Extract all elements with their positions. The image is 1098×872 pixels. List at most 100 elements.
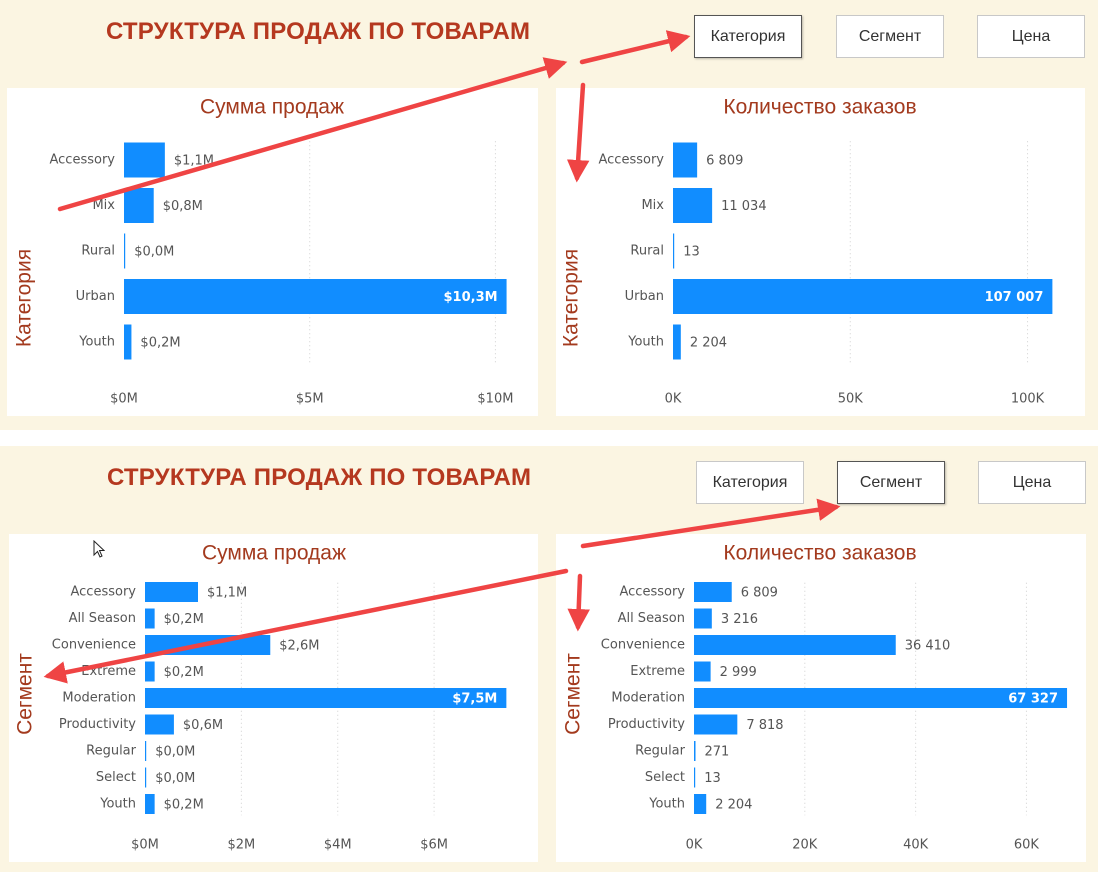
page-title: СТРУКТУРА ПРОДАЖ ПО ТОВАРАМ (106, 18, 531, 45)
bar[interactable] (694, 582, 732, 602)
x-tick-label: 20K (792, 838, 818, 853)
bar[interactable] (694, 741, 696, 761)
data-label: $0,6M (183, 718, 223, 733)
data-label: 67 327 (1008, 692, 1058, 707)
data-label: 271 (705, 745, 730, 760)
data-label: 2 204 (690, 336, 727, 351)
category-label: Youth (648, 797, 685, 812)
bar[interactable] (694, 661, 711, 682)
category-label: Moderation (62, 691, 136, 706)
x-tick-label: 0K (686, 838, 703, 853)
category-label: Moderation (611, 691, 685, 706)
category-label: Rural (630, 244, 664, 259)
bar[interactable] (145, 688, 507, 708)
category-label: Extreme (630, 664, 685, 679)
bar[interactable] (145, 794, 155, 814)
x-tick-label: 60K (1014, 838, 1040, 853)
category-label: Urban (76, 289, 115, 304)
bar[interactable] (124, 188, 154, 223)
y-axis-title: Категория (560, 249, 583, 347)
x-tick-label: 100K (1011, 392, 1045, 407)
x-tick-label: $10M (477, 392, 513, 407)
data-label: $0,2M (164, 798, 204, 813)
category-label: Convenience (601, 638, 685, 653)
bar[interactable] (673, 233, 675, 269)
bar[interactable] (673, 142, 698, 178)
x-tick-label: $4M (324, 838, 352, 853)
segment-button[interactable]: Сегмент (837, 461, 945, 504)
bar[interactable] (145, 635, 271, 655)
bar[interactable] (694, 635, 896, 655)
data-label: 2 999 (720, 665, 757, 680)
category-label: Youth (78, 335, 115, 350)
category-button[interactable]: Категория (696, 461, 804, 504)
orders-count-chart-card: Количество заказов Сегмент 0K 20K 40K 60K Acce… (556, 534, 1086, 862)
x-tick-label: $2M (227, 838, 255, 853)
sales-sum-chart-card: Сумма продаж Сегмент $0M $2M $4M $6M Accessory… (9, 534, 538, 862)
category-label: Mix (641, 198, 664, 213)
bar[interactable] (694, 608, 712, 629)
mouse-cursor-icon (93, 540, 105, 558)
segment-button[interactable]: Сегмент (836, 15, 944, 58)
bar[interactable] (124, 142, 165, 178)
chart-title: Количество заказов (723, 542, 916, 565)
x-tick-label: 40K (903, 838, 929, 853)
bar[interactable] (673, 324, 681, 360)
data-label: $10,3M (444, 290, 498, 305)
price-button[interactable]: Цена (977, 15, 1085, 58)
category-label: Regular (635, 744, 686, 759)
data-label: $1,1M (207, 586, 247, 601)
category-label: Youth (627, 335, 664, 350)
bar[interactable] (145, 767, 147, 788)
data-label: $7,5M (452, 692, 497, 707)
data-label: 107 007 (985, 290, 1044, 305)
bar[interactable] (145, 714, 174, 735)
category-button[interactable]: Категория (694, 15, 802, 58)
bar[interactable] (145, 741, 147, 761)
category-label: Mix (92, 198, 115, 213)
sales-sum-chart-card: Сумма продаж Категория $0M $5M $10M Accessory… (7, 88, 538, 416)
bar[interactable] (694, 794, 707, 814)
category-label: All Season (618, 611, 685, 626)
category-label: Accessory (50, 153, 116, 168)
data-label: $0,2M (164, 612, 204, 627)
bar-chart: Сумма продаж Сегмент $0M $2M $4M $6M Accessory… (14, 542, 507, 853)
bar[interactable] (124, 233, 126, 269)
chart-title: Сумма продаж (202, 542, 346, 565)
chart-title: Количество заказов (723, 96, 916, 119)
category-label: Select (645, 770, 685, 785)
data-label: $0,0M (155, 745, 195, 760)
bar[interactable] (673, 279, 1053, 314)
category-label: Accessory (620, 585, 686, 600)
bar[interactable] (694, 714, 738, 735)
data-label: 11 034 (721, 199, 767, 214)
top-panel: СТРУКТУРА ПРОДАЖ ПО ТОВАРАМ Категория Се… (0, 0, 1098, 430)
bar[interactable] (124, 279, 507, 314)
bar[interactable] (145, 582, 198, 602)
bar[interactable] (694, 767, 696, 788)
data-label: $0,0M (155, 771, 195, 786)
category-label: Urban (625, 289, 664, 304)
price-button[interactable]: Цена (978, 461, 1086, 504)
category-label: Productivity (59, 717, 136, 732)
page-title: СТРУКТУРА ПРОДАЖ ПО ТОВАРАМ (107, 464, 532, 491)
bar[interactable] (694, 688, 1068, 708)
bar[interactable] (124, 324, 132, 360)
category-label: Accessory (71, 585, 137, 600)
category-label: Productivity (608, 717, 685, 732)
category-label: Rural (81, 244, 115, 259)
bar[interactable] (673, 188, 713, 223)
chart-title: Сумма продаж (200, 96, 344, 119)
data-label: 6 809 (706, 154, 743, 169)
data-label: 13 (704, 771, 721, 786)
x-tick-label: 50K (838, 392, 864, 407)
x-tick-label: $0M (110, 392, 138, 407)
category-label: Accessory (599, 153, 665, 168)
category-label: All Season (69, 611, 136, 626)
bar[interactable] (145, 608, 155, 629)
category-label: Select (96, 770, 136, 785)
bar-chart: Количество заказов Категория 0K 50K 100K Acce… (560, 96, 1053, 407)
bar[interactable] (145, 661, 155, 682)
category-label: Regular (86, 744, 137, 759)
data-label: $0,2M (164, 665, 204, 680)
